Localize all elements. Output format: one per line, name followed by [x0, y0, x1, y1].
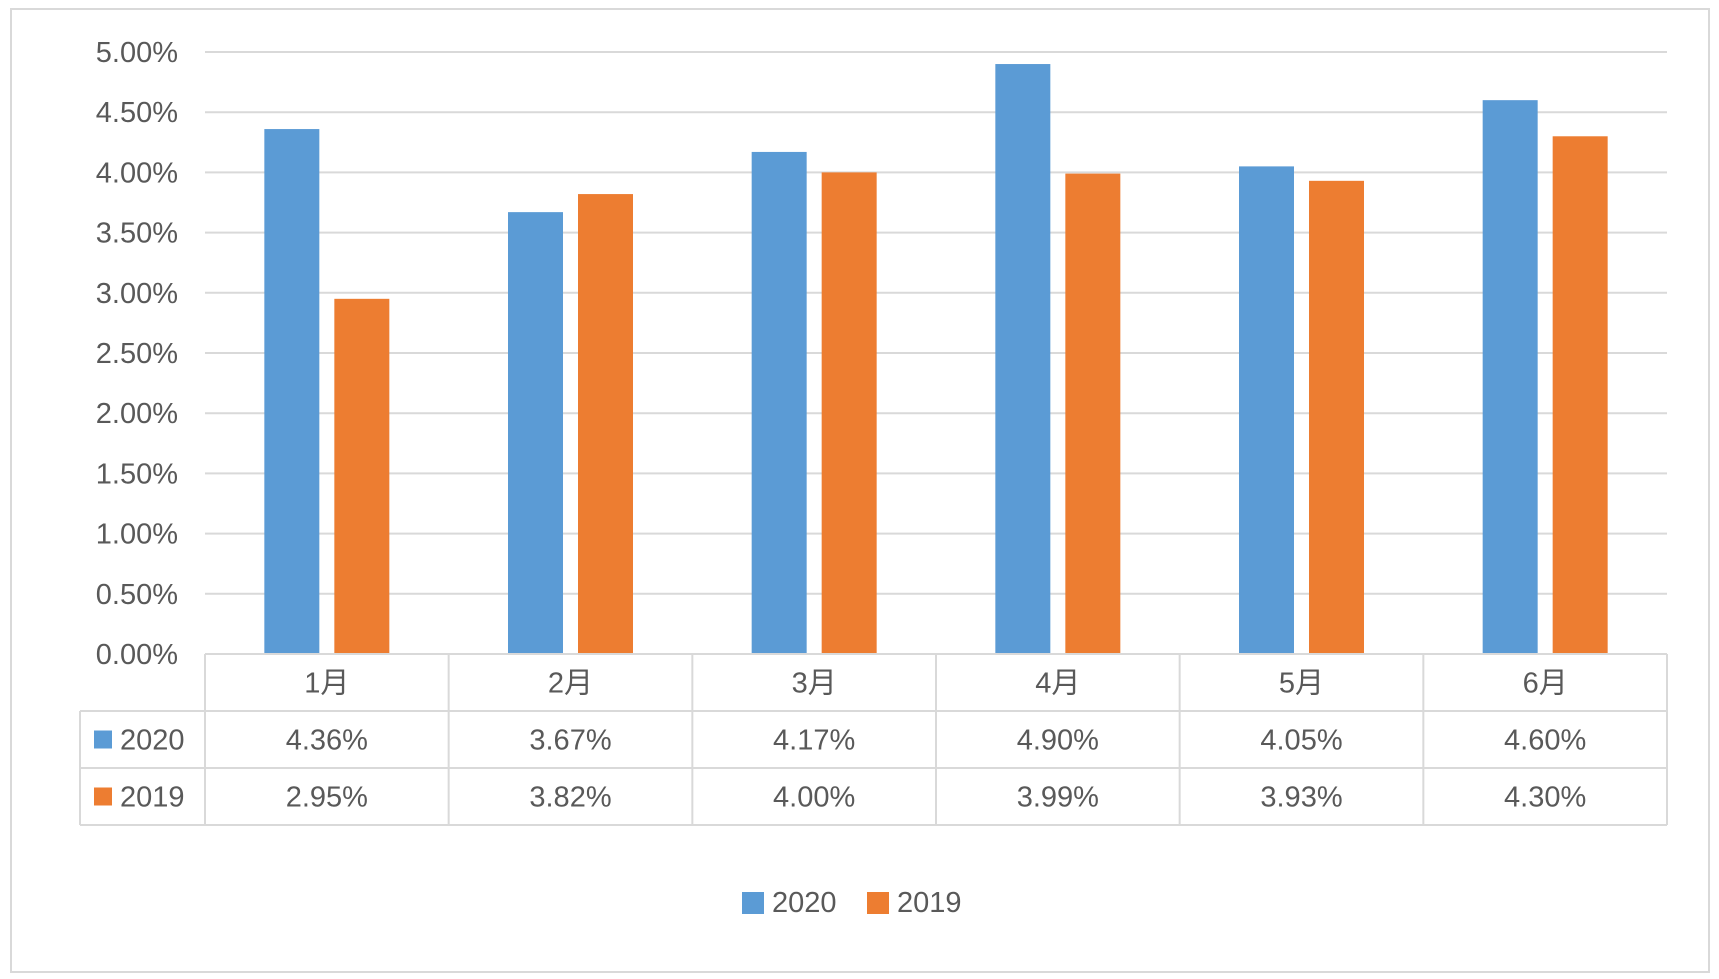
bar-2019-3	[821, 172, 877, 654]
y-tick-label: 2.00%	[96, 398, 178, 430]
bar-2019-5	[1309, 180, 1364, 654]
bar-2019-2	[578, 194, 633, 654]
x-tick-label: 5月	[1279, 668, 1324, 700]
y-tick-label: 1.50%	[96, 458, 178, 490]
y-tick-label: 4.00%	[96, 157, 178, 189]
y-tick-label: 3.50%	[96, 218, 178, 250]
data-label: 4.90%	[1017, 725, 1099, 757]
bar-2020-3	[751, 151, 807, 654]
bars	[264, 64, 1608, 655]
data-label: 4.30%	[1504, 782, 1586, 814]
x-tick-label: 4月	[1035, 668, 1080, 700]
x-tick-label: 6月	[1523, 668, 1568, 700]
table-series-name: 2019	[120, 782, 185, 814]
data-label: 2.95%	[286, 782, 368, 814]
legend-label: 2019	[897, 887, 962, 919]
legend-label: 2020	[772, 887, 837, 919]
gridlines	[205, 51, 1667, 595]
bar-2020-5	[1239, 166, 1294, 654]
data-label: 3.67%	[529, 725, 611, 757]
data-label: 4.36%	[286, 725, 368, 757]
bar-2020-6	[1482, 100, 1538, 654]
legend-key-2019	[867, 892, 889, 914]
y-tick-label: 5.00%	[96, 37, 178, 69]
legend: 2020 2019	[742, 887, 962, 919]
data-label: 4.17%	[773, 725, 855, 757]
x-tick-label: 2月	[548, 668, 593, 700]
y-tick-label: 3.00%	[96, 278, 178, 310]
y-tick-label: 1.00%	[96, 519, 178, 551]
y-tick-label: 0.00%	[96, 639, 178, 671]
data-label: 3.82%	[529, 782, 611, 814]
table-legend-key-2020	[94, 730, 112, 749]
table-series-name: 2020	[120, 725, 185, 757]
bar-2019-1	[334, 298, 390, 654]
data-label: 4.00%	[773, 782, 855, 814]
data-label: 4.60%	[1504, 725, 1586, 757]
bar-2019-4	[1065, 173, 1121, 654]
data-label: 4.05%	[1260, 725, 1342, 757]
y-tick-label: 0.50%	[96, 579, 178, 611]
data-label: 3.93%	[1260, 782, 1342, 814]
legend-key-2020	[742, 892, 764, 914]
bar-2020-4	[995, 64, 1051, 655]
x-tick-label: 3月	[792, 668, 837, 700]
bar-2019-6	[1552, 136, 1608, 654]
y-tick-label: 2.50%	[96, 338, 178, 370]
data-table: 1月 2月 3月 4月 5月 6月 2020 4.36% 3.67% 4.17% 4.90% 4.05…	[79, 653, 1668, 826]
bar-2020-2	[508, 212, 563, 654]
x-tick-label: 1月	[304, 668, 349, 700]
y-axis-ticks: 0.00% 0.50% 1.00% 1.50% 2.00% 2.50% 3.00% 3.50%…	[96, 37, 178, 671]
y-tick-label: 4.50%	[96, 97, 178, 129]
table-legend-key-2019	[94, 787, 112, 806]
data-label: 3.99%	[1017, 782, 1099, 814]
bar-2020-1	[264, 129, 320, 654]
